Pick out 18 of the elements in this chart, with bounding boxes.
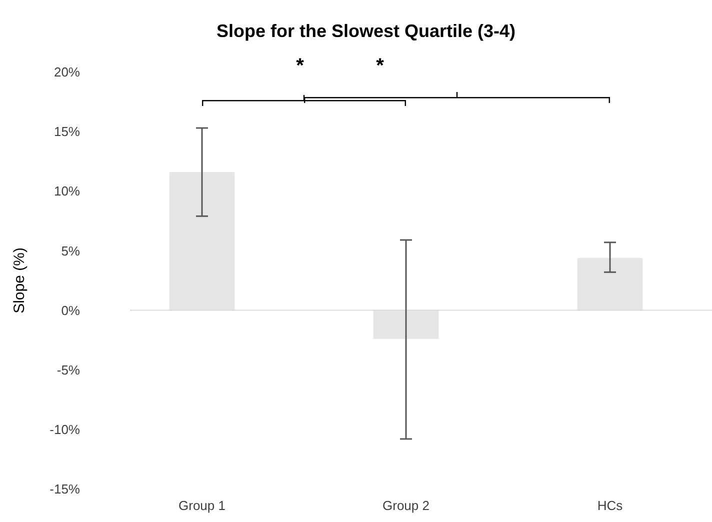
y-tick-label: 15%: [54, 124, 80, 140]
bar: [577, 258, 643, 310]
y-tick-label: -15%: [50, 482, 80, 497]
y-tick-label: 20%: [54, 64, 80, 80]
y-axis-title: Slope (%): [11, 248, 28, 314]
x-tick-label: Group 1: [178, 498, 226, 513]
y-tick-label: 0%: [61, 302, 80, 318]
x-tick-label: HCs: [597, 498, 624, 513]
bar: [373, 310, 439, 339]
chart-title: Slope for the Slowest Quartile (3-4): [216, 21, 516, 41]
y-tick-label: 10%: [54, 184, 80, 199]
x-tick-label: Group 2: [382, 498, 430, 513]
y-tick-label: 5%: [61, 243, 80, 258]
y-tick-label: -5%: [56, 362, 80, 378]
bar: [169, 172, 235, 310]
y-tick-label: -10%: [50, 422, 80, 437]
annotation: *: [296, 55, 304, 77]
annotation: *: [376, 55, 384, 77]
